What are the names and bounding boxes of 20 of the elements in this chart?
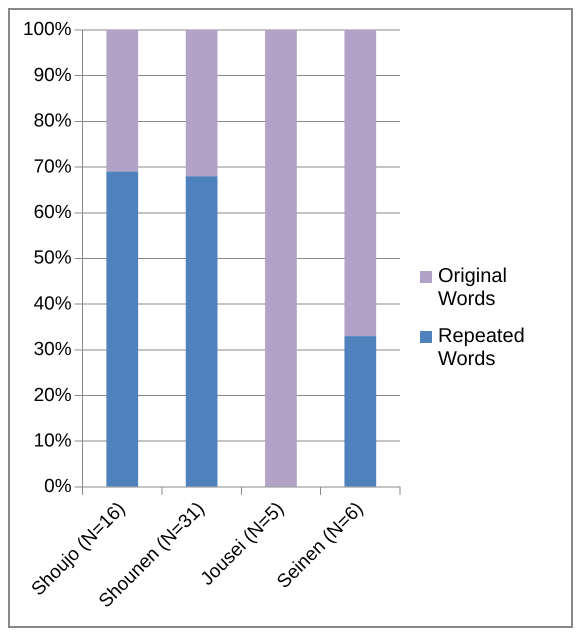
y-tick-label: 100%	[22, 19, 72, 40]
y-tick-label: 40%	[34, 293, 72, 314]
bar	[344, 30, 376, 336]
y-tick-label: 70%	[34, 156, 72, 178]
bar	[265, 30, 297, 486]
bar	[106, 172, 138, 486]
bar	[186, 30, 218, 176]
bar	[106, 30, 138, 172]
y-tick-label: 0%	[44, 476, 72, 498]
y-tick-label: 10%	[34, 430, 72, 452]
y-tick-label: 30%	[34, 339, 72, 360]
legend-label: Original Words	[438, 265, 508, 311]
y-tick-label: 50%	[34, 248, 72, 269]
y-tick-label: 20%	[34, 384, 72, 406]
bar	[344, 336, 376, 486]
y-tick-label: 90%	[34, 64, 72, 86]
y-tick-label: 60%	[34, 202, 72, 223]
bar	[186, 176, 218, 486]
legend-label: Repeated Words	[438, 325, 526, 371]
y-tick-label: 80%	[34, 110, 72, 132]
